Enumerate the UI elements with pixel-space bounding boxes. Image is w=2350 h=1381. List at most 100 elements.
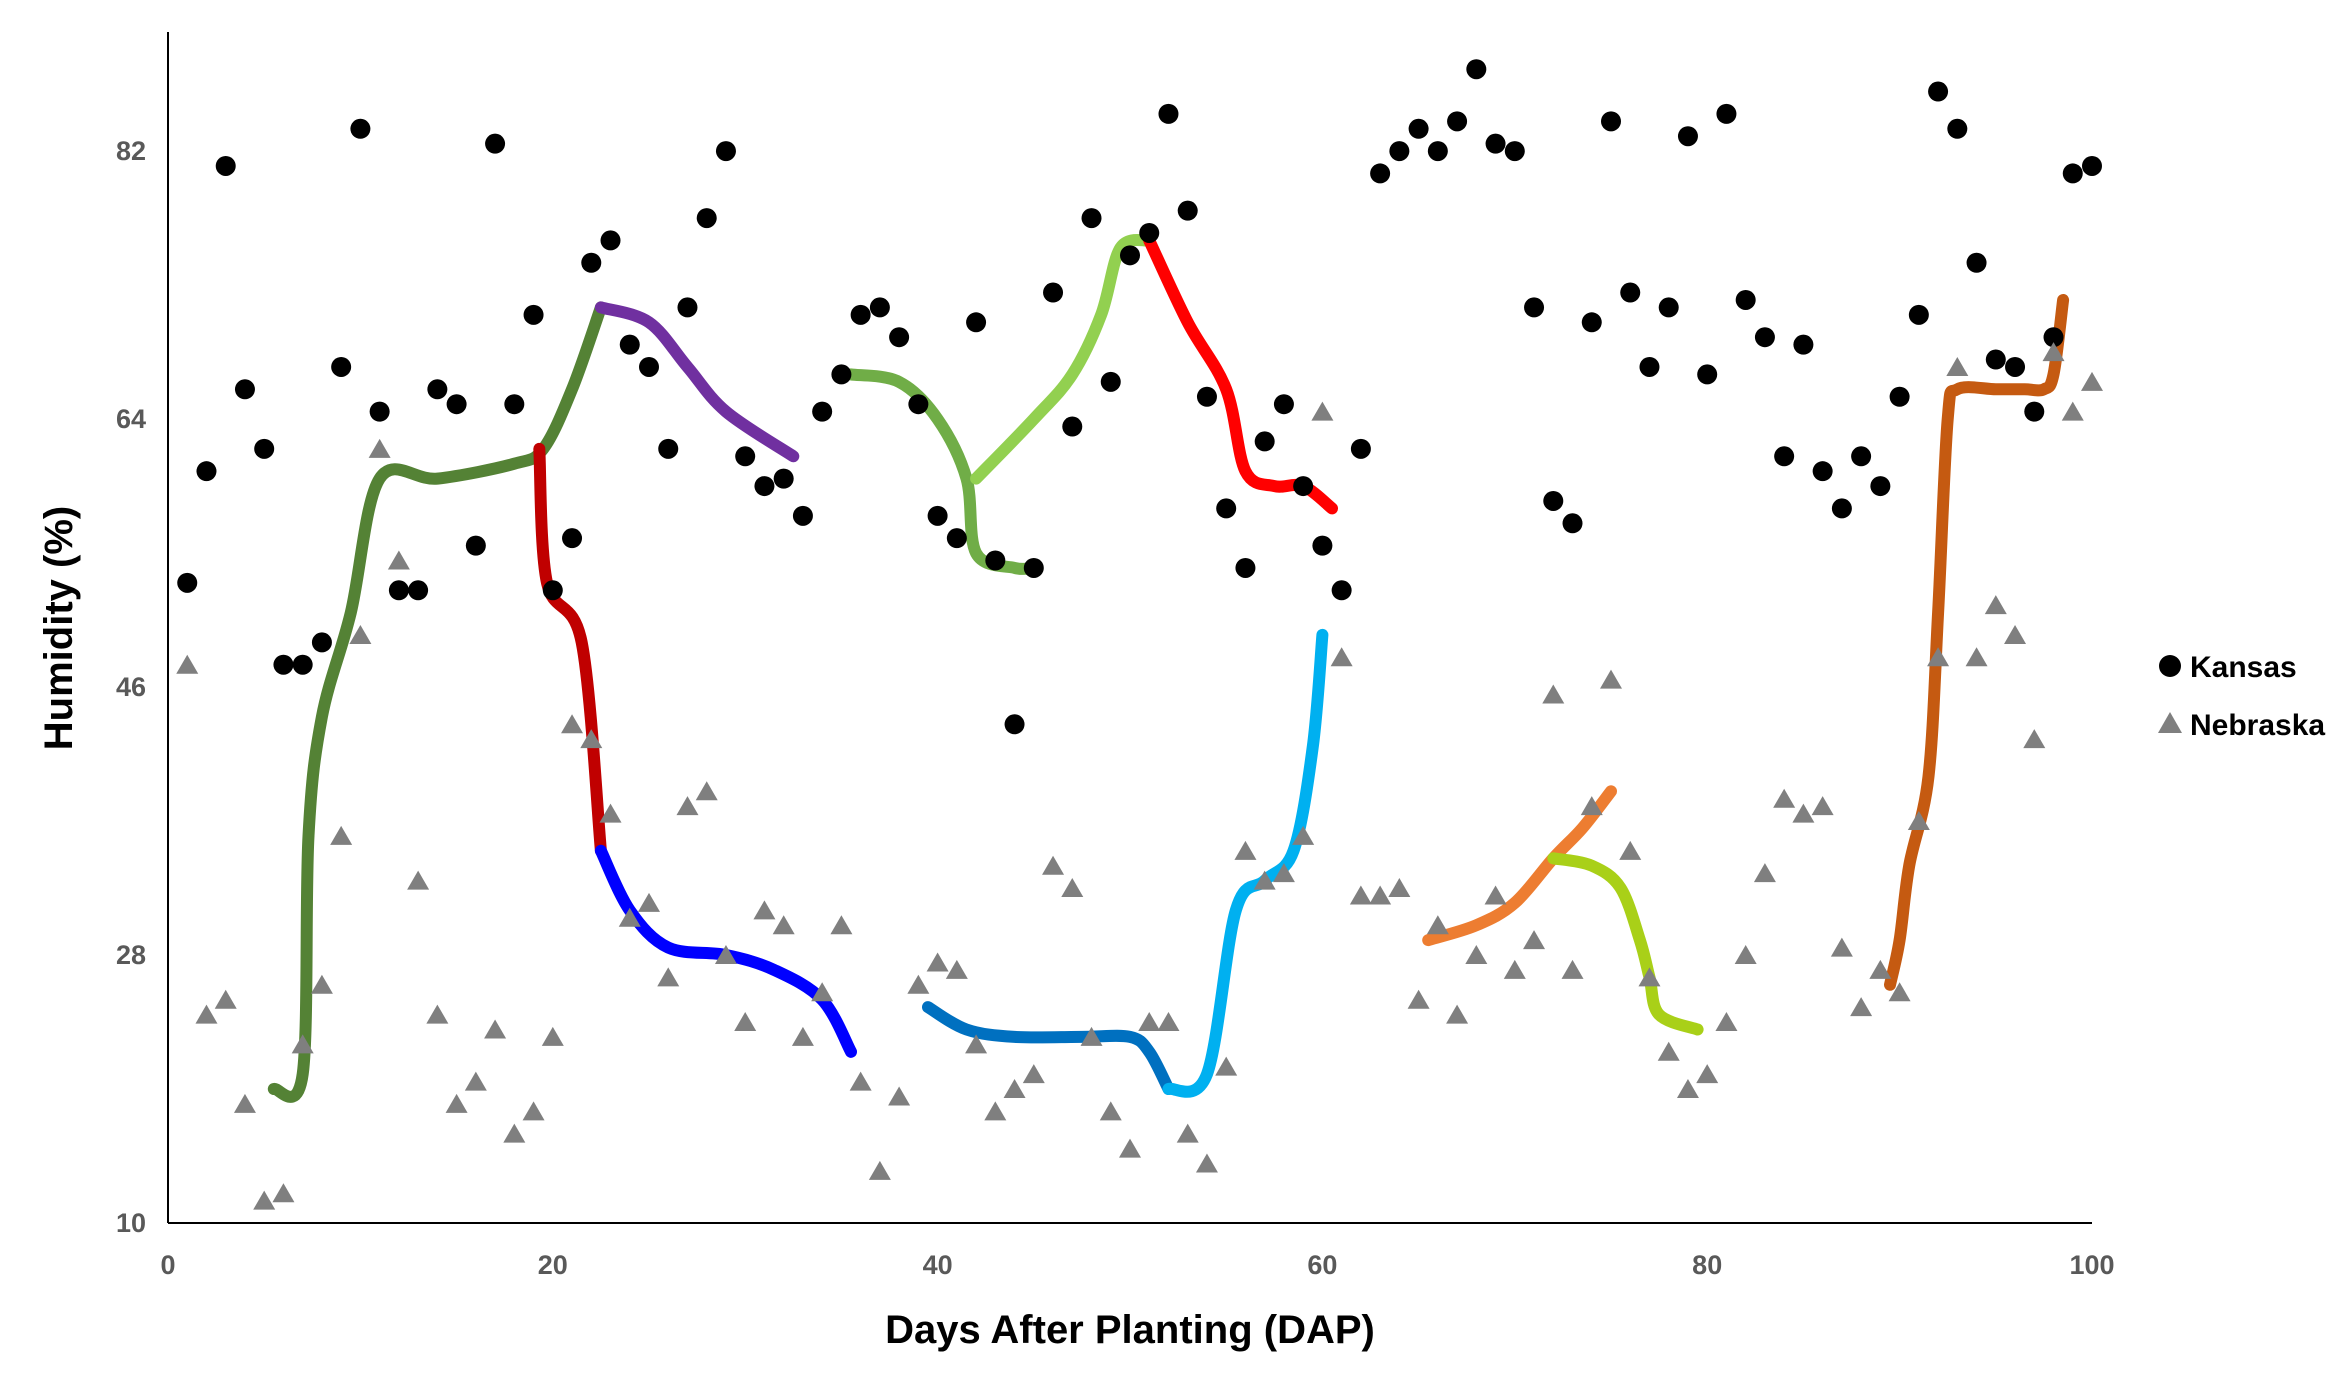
nebraska-point [2081,371,2103,391]
trend-curve [1422,785,1617,947]
nebraska-point [714,945,737,965]
nebraska-point [1619,840,1642,860]
kansas-point [1177,200,1198,221]
trend-curve [1162,628,1329,1098]
nebraska-point [888,1086,911,1106]
data-points [176,59,2103,1210]
kansas-point [1004,714,1025,735]
nebraska-point [1465,945,1488,965]
y-tick-labels: 10 28 46 64 82 [116,136,146,1238]
x-tick-label: 0 [160,1250,175,1280]
nebraska-point [272,1183,295,1203]
nebraska-point [1426,915,1449,935]
kansas-point [1023,557,1044,578]
kansas-point [1639,356,1660,377]
legend-item-nebraska: Nebraska [2158,709,2325,742]
x-tick-label: 20 [538,1250,568,1280]
kansas-point [523,304,544,325]
nebraska-point [1715,1012,1738,1032]
nebraska-point [1946,356,1969,376]
kansas-point [292,654,313,675]
legend-label-nebraska: Nebraska [2190,709,2325,742]
kansas-point [850,304,871,325]
kansas-point [369,401,390,422]
nebraska-point [753,900,776,920]
nebraska-point [1215,1056,1238,1076]
kansas-point [1196,386,1217,407]
kansas-point [869,297,890,318]
kansas-point [1370,163,1391,184]
kansas-point [600,230,621,251]
y-tick-label: 82 [116,136,146,166]
x-axis-title: Days After Planting (DAP) [885,1308,1375,1352]
kansas-point [831,364,852,385]
kansas-point [1985,349,2006,370]
kansas-point [388,580,409,601]
nebraska-point [1195,1153,1218,1173]
y-tick-label: 46 [116,672,146,702]
nebraska-point [233,1093,256,1113]
legend-item-kansas: Kansas [2159,651,2297,684]
kansas-point [1908,304,1929,325]
kansas-point [619,334,640,355]
kansas-point [1389,141,1410,162]
kansas-point [1504,141,1525,162]
nebraska-point [580,729,603,749]
kansas-point [1254,431,1275,452]
kansas-point [639,356,659,377]
kansas-point [1427,141,1448,162]
kansas-point [465,535,486,556]
kansas-point [254,438,275,459]
kansas-point [1350,438,1371,459]
kansas-point [658,438,679,459]
nebraska-point [1927,647,1950,667]
nebraska-point [464,1071,487,1091]
kansas-point [1235,557,1256,578]
kansas-point [1716,103,1737,124]
nebraska-point [445,1093,468,1113]
nebraska-point [1907,811,1930,831]
nebraska-point [253,1190,276,1210]
nebraska-point [791,1026,814,1046]
nebraska-point [407,870,430,890]
nebraska-point [1349,885,1372,905]
kansas-point [2005,356,2026,377]
kansas-point [1312,535,1333,556]
nebraska-point [1542,684,1565,704]
nebraska-point [1600,669,1622,689]
kansas-point [889,327,910,348]
kansas-point [1562,513,1583,534]
kansas-point [696,208,717,229]
nebraska-point [1484,885,1507,905]
kansas-point [2082,155,2102,176]
nebraska-point [1003,1079,1026,1099]
kansas-point [273,654,294,675]
kansas-point [1581,312,1602,333]
nebraska-point [522,1101,545,1121]
kansas-point [1831,498,1852,519]
nebraska-point [830,915,853,935]
nebraska-point [1446,1004,1469,1024]
kansas-point [1601,111,1621,132]
nebraska-point [1696,1064,1719,1084]
kansas-point [1543,490,1564,511]
kansas-point [715,141,736,162]
kansas-point [1100,371,1121,392]
trend-curve [1547,852,1704,1036]
kansas-point [504,394,525,415]
nebraska-point [426,1004,449,1024]
nebraska-point [1311,401,1334,421]
nebraska-point [1099,1101,1122,1121]
kansas-point [1158,103,1179,124]
nebraska-point [618,907,641,927]
nebraska-point [2061,401,2084,421]
nebraska-point [1734,945,1757,965]
nebraska-point [1830,937,1853,957]
trend-curves [267,233,2070,1103]
nebraska-point [1234,840,1257,860]
kansas-point [1293,476,1314,497]
nebraska-point [849,1071,872,1091]
nebraska-point [1080,1026,1103,1046]
nebraska-point [291,1034,314,1054]
